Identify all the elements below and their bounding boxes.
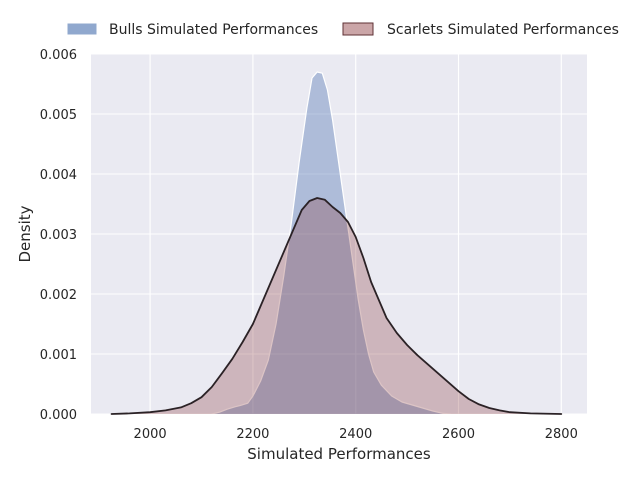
line-scarlets [110,197,563,415]
legend-item-bulls: Bulls Simulated Performances [66,22,318,38]
x-tick-label: 2400 [339,427,372,442]
y-tick-label: 0.006 [40,48,77,63]
legend-label-scarlets: Scarlets Simulated Performances [387,22,619,38]
legend-swatch-bulls [66,22,98,36]
y-tick-label: 0.005 [40,108,77,123]
series-bulls [211,71,452,415]
legend-swatch-scarlets [342,22,374,36]
y-axis-label: Density [16,205,34,262]
y-tick-label: 0.004 [40,168,77,183]
series-layer [110,71,563,415]
area-scarlets [111,198,562,414]
x-tick-label: 2200 [236,427,269,442]
x-tick-label: 2800 [545,427,578,442]
line-bulls [211,71,452,415]
legend: Bulls Simulated Performances Scarlets Si… [66,22,619,38]
x-tick-label: 2600 [442,427,475,442]
legend-label-bulls: Bulls Simulated Performances [109,22,318,38]
y-tick-label: 0.003 [40,228,77,243]
series-scarlets [110,197,563,415]
x-axis-label: Simulated Performances [247,445,431,463]
y-tick-label: 0.000 [40,408,77,423]
tick-layer: 2000 2200 2400 2600 2800 0.000 0.001 0.002 0.003… [40,48,578,442]
y-tick-label: 0.001 [40,348,77,363]
area-bulls [211,72,451,414]
x-tick-label: 2000 [134,427,167,442]
grid [91,53,587,415]
y-tick-label: 0.002 [40,288,77,303]
legend-item-scarlets: Scarlets Simulated Performances [342,22,619,38]
